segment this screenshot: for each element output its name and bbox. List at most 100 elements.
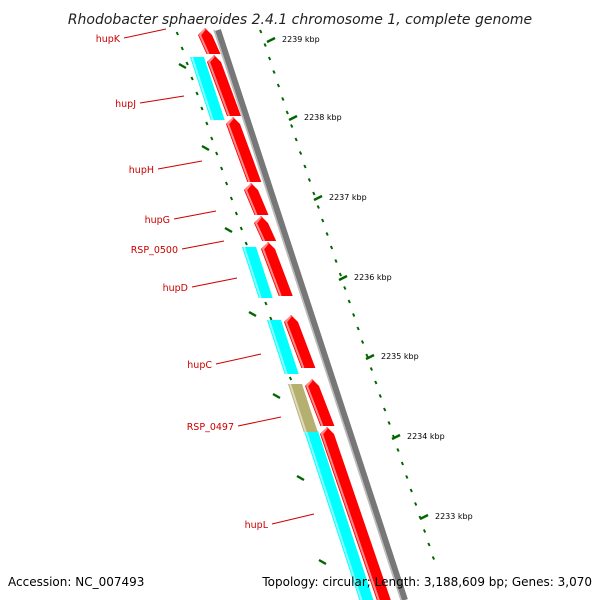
forward-gene-9 [320,427,391,600]
ruler-minor-tick [405,475,409,479]
gene-label-rsp_0497: RSP_0497 [187,422,234,433]
ruler-major-tick [391,433,401,441]
ruler-minor-tick [365,353,369,358]
inner-major-tick [178,62,187,70]
reverse-strand-genes [190,56,374,600]
inner-minor-tick [185,61,189,66]
forward-gene-1 [198,28,221,55]
gene-labels: hupK hupJ hupH hupG RSP_0500 hupD hupC RSP_0497… [96,28,315,531]
inner-minor-tick [220,166,224,171]
inner-major-tick [296,474,305,482]
reverse-gene-1 [190,56,225,121]
inner-minor-tick [205,121,209,126]
label-leader-line [181,240,225,250]
kbp-label: 2235 kbp [381,352,419,361]
inner-minor-tick [239,226,243,231]
gene-label-hupk: hupK [96,34,121,45]
inner-minor-tick [264,301,268,306]
accession-text: Accession: NC_007493 [8,575,144,589]
ruler-minor-tick [298,151,303,155]
ruler-minor-tick [347,299,351,304]
inner-minor-tick [210,136,214,141]
inner-minor-tick [195,91,199,96]
ruler-minor-tick [352,313,356,317]
ruler-minor-tick [303,164,307,169]
ruler-major-tick [288,114,298,122]
ruler-minor-tick [294,137,298,142]
ruler-minor-tick [427,542,431,547]
ruler-minor-tick [267,56,272,61]
label-leader-line [157,160,203,170]
kbp-label: 2237 kbp [329,193,367,202]
inner-major-tick [201,144,210,152]
reverse-gene-3 [267,319,299,375]
ruler-minor-tick [276,83,281,88]
inner-minor-tick [288,376,293,381]
label-leader-line [139,95,185,104]
label-leader-line [123,28,167,39]
ruler-major-tick [338,274,348,282]
ruler-minor-tick [321,218,325,223]
gene-label-hupg: hupG [145,215,170,226]
ruler-minor-tick [334,259,338,263]
ruler-minor-tick [431,556,435,560]
ruler-minor-tick [312,191,316,196]
inner-major-tick [318,558,327,566]
kbp-label: 2234 kbp [407,432,445,441]
gene-label-hupj: hupJ [115,99,136,110]
ruler-minor-tick [387,421,391,425]
forward-gene-7 [284,315,316,369]
forward-gene-8 [305,379,335,427]
inner-major-tick [272,392,281,400]
forward-gene-4 [244,183,269,216]
label-leader-line [215,353,262,365]
kbp-label: 2233 kbp [435,512,473,521]
ruler-minor-tick [396,448,400,452]
ruler-minor-tick [360,340,365,344]
kbp-label: 2236 kbp [354,273,392,282]
ruler-minor-tick [307,178,312,182]
ruler-major-tick [419,513,429,521]
ruler-minor-tick [383,407,387,412]
label-leader-line [173,210,217,220]
inner-minor-tick [244,241,248,246]
ruler-minor-tick [409,488,413,493]
inner-minor-tick [180,46,184,51]
kbp-label: 2238 kbp [304,113,342,122]
inner-minor-tick [224,181,229,186]
gene-label-huph: hupH [129,165,154,176]
backbone-highlight [213,29,402,600]
ruler-minor-tick [414,502,418,506]
ruler-minor-tick [272,70,276,74]
kbp-label: 2239 kbp [282,35,320,44]
ruler-major-tick [266,36,276,44]
backbone-line [215,29,408,600]
forward-gene-6 [261,242,293,297]
forward-gene-3 [226,117,262,183]
other-gene-1 [288,383,318,433]
ruler-minor-tick [378,394,382,398]
kbp-ruler: 2239 kbp 2238 kbp 2237 kbp 2236 kbp 2235 kbp… [259,29,473,560]
ruler-minor-tick [356,326,360,331]
ruler-minor-tick [374,380,378,385]
reverse-gene-4 [304,430,374,600]
inner-major-tick [248,310,257,318]
label-leader-line [237,416,282,427]
gene-label-hupc: hupC [187,360,212,371]
ruler-minor-tick [329,245,334,250]
inner-minor-tick [234,211,239,216]
genome-summary-text: Topology: circular; Length: 3,188,609 bp… [261,575,592,589]
ruler-major-tick [365,353,375,361]
inner-minor-tick [175,31,179,36]
inner-minor-tick [229,196,234,201]
ruler-minor-tick [325,232,329,236]
inner-minor-tick [190,76,194,81]
ruler-minor-tick [400,461,405,466]
forward-gene-5 [254,216,277,242]
gene-label-hupl: hupL [245,520,269,531]
ruler-minor-tick [343,286,347,290]
forward-strand-genes [198,28,391,600]
gene-label-rsp_0500: RSP_0500 [131,245,178,256]
inner-minor-tick [269,316,273,321]
map-title: Rhodobacter sphaeroides 2.4.1 chromosome… [68,12,532,28]
